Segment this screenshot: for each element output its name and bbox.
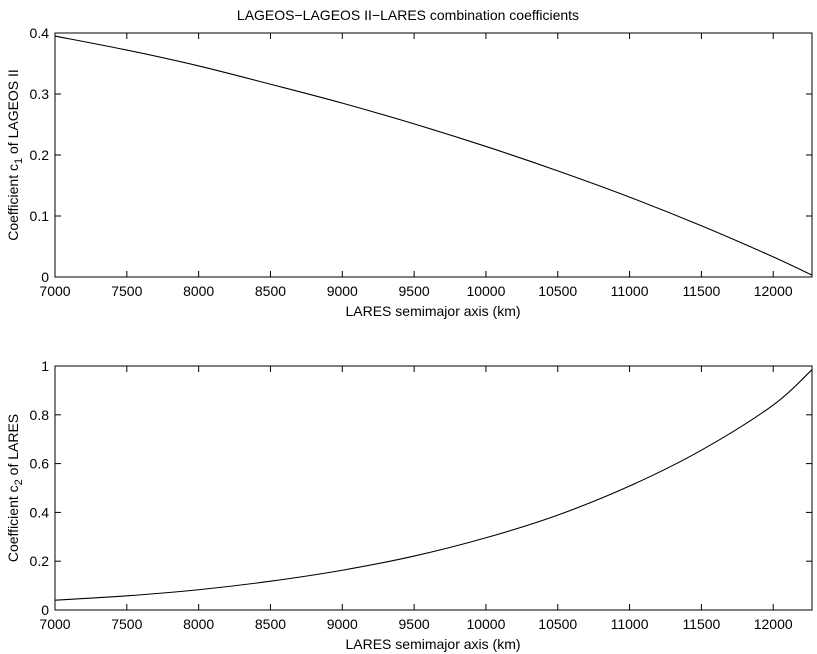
x-tick-label: 11000 xyxy=(611,283,649,299)
x-ticks-c2: 7000 7500 8000 8500 9000 9500 10000 10500 11000 1… xyxy=(39,366,793,632)
x-tick-label: 10000 xyxy=(466,283,505,299)
x-tick-label: 9000 xyxy=(327,283,358,299)
x-tick-label: 7000 xyxy=(39,616,70,632)
chart-c2: 7000 7500 8000 8500 9000 9500 10000 10500 11000 1… xyxy=(5,358,813,652)
y-tick-label: 0.3 xyxy=(30,86,50,102)
x-tick-label: 8000 xyxy=(183,616,214,632)
y-ticks-c2: 0 0.2 0.4 0.6 0.8 1 xyxy=(30,358,812,618)
x-ticks-c1: 7000 7500 8000 8500 9000 9500 10000 10500 11000 1… xyxy=(39,33,793,299)
x-tick-label: 11500 xyxy=(682,283,720,299)
x-tick-label: 9500 xyxy=(399,616,430,632)
chart-c1: 7000 7500 8000 8500 9000 9500 10000 10500 11000 1… xyxy=(5,25,813,319)
y-tick-label: 0.8 xyxy=(30,407,50,423)
x-tick-label: 10000 xyxy=(466,616,505,632)
x-tick-label: 7500 xyxy=(111,283,142,299)
x-axis-label-c1: LARES semimajor axis (km) xyxy=(345,303,520,319)
y-tick-label: 0.1 xyxy=(30,208,50,224)
x-tick-label: 8500 xyxy=(255,283,286,299)
y-tick-label: 0.2 xyxy=(30,553,50,569)
x-tick-label: 11000 xyxy=(611,616,649,632)
y-tick-label: 0.4 xyxy=(30,504,50,520)
series-line-c2 xyxy=(54,369,813,601)
x-tick-label: 10500 xyxy=(538,616,577,632)
x-tick-label: 9500 xyxy=(399,283,430,299)
y-tick-label: 0 xyxy=(41,602,49,618)
x-tick-label: 10500 xyxy=(538,283,577,299)
x-tick-label: 12000 xyxy=(754,616,793,632)
y-axis-label-c2: Coefficient c2 of LARES xyxy=(5,414,25,562)
y-axis-label-c1: Coefficient c1 of LAGEOS II xyxy=(5,69,25,241)
x-tick-label: 7500 xyxy=(111,616,142,632)
plot-area-c2 xyxy=(54,365,813,611)
x-tick-label: 9000 xyxy=(327,616,358,632)
y-tick-label: 0 xyxy=(41,269,49,285)
series-line-c1 xyxy=(54,35,813,276)
y-tick-label: 0.4 xyxy=(30,25,50,41)
y-tick-label: 1 xyxy=(41,358,49,374)
y-ticks-c1: 0 0.1 0.2 0.3 0.4 xyxy=(30,25,812,285)
x-tick-label: 8500 xyxy=(255,616,286,632)
figure-title: LAGEOS−LAGEOS II−LARES combination coeff… xyxy=(237,7,579,23)
x-tick-label: 7000 xyxy=(39,283,70,299)
y-tick-label: 0.2 xyxy=(30,147,50,163)
x-tick-label: 8000 xyxy=(183,283,214,299)
plot-area-c1 xyxy=(54,32,813,278)
y-tick-label: 0.6 xyxy=(30,456,50,472)
x-tick-label: 11500 xyxy=(682,616,720,632)
x-tick-label: 12000 xyxy=(754,283,793,299)
x-axis-label-c2: LARES semimajor axis (km) xyxy=(345,636,520,652)
